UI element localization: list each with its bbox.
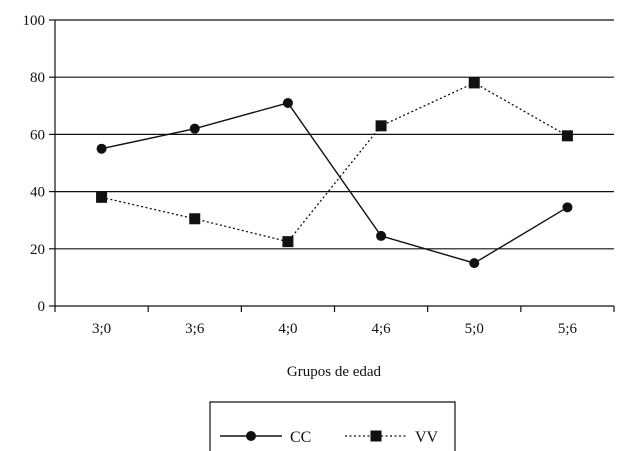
y-tick-label-20: 20 xyxy=(30,242,45,258)
series-layer xyxy=(96,77,573,269)
point-VV-4;6 xyxy=(375,120,387,132)
point-VV-5;6 xyxy=(561,130,573,142)
x-axis-label: Grupos de edad xyxy=(287,364,382,380)
x-tick-label-3;0: 3;0 xyxy=(92,321,111,337)
x-tick-label-4;6: 4;6 xyxy=(371,321,391,337)
point-CC-5;6 xyxy=(562,202,573,213)
legend-label-VV: VV xyxy=(415,429,439,446)
y-tick-label-100: 100 xyxy=(23,13,46,29)
legend-marker-CC xyxy=(246,431,256,441)
y-tick-label-0: 0 xyxy=(38,299,46,315)
y-tick-label-40: 40 xyxy=(30,185,45,201)
x-tick-label-3;6: 3;6 xyxy=(185,321,205,337)
y-tick-label-60: 60 xyxy=(30,127,45,143)
point-CC-5;0 xyxy=(469,258,480,269)
point-VV-3;6 xyxy=(189,213,201,225)
series-VV xyxy=(96,77,573,248)
legend: CC VV xyxy=(209,401,456,451)
series-line-CC xyxy=(101,102,568,264)
point-CC-4;6 xyxy=(376,230,387,241)
y-tick-label-80: 80 xyxy=(30,70,45,86)
legend-label-CC: CC xyxy=(290,429,311,446)
point-CC-4;0 xyxy=(282,97,293,108)
point-VV-5;0 xyxy=(468,77,480,89)
series-CC xyxy=(96,97,573,269)
legend-box xyxy=(209,401,456,451)
point-CC-3;6 xyxy=(189,123,200,134)
point-CC-3;0 xyxy=(96,143,107,154)
series-line-VV xyxy=(101,82,568,243)
x-tick-label-4;0: 4;0 xyxy=(278,321,297,337)
axes: 0 20 40 60 80 100 3;0 3;6 4;0 4;6 5;0 5;6 xyxy=(23,13,615,337)
gridlines xyxy=(55,19,614,250)
point-VV-4;0 xyxy=(282,236,294,248)
point-VV-3;0 xyxy=(96,191,108,203)
legend-marker-VV xyxy=(370,430,382,442)
x-tick-label-5;6: 5;6 xyxy=(558,321,578,337)
x-tick-label-5;0: 5;0 xyxy=(465,321,484,337)
